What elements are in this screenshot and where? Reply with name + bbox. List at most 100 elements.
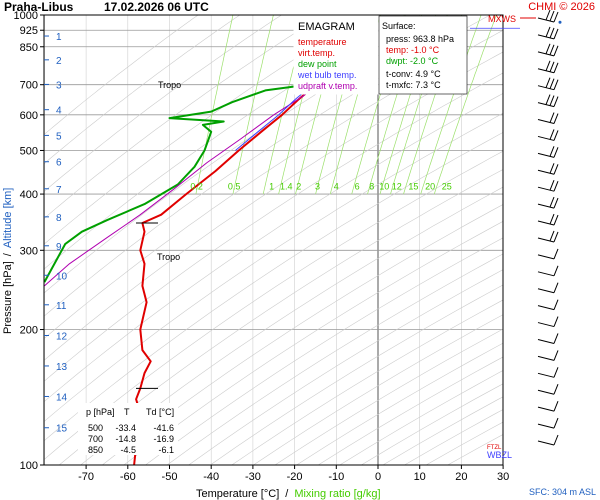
tropopause-label-upper: Tropo — [158, 80, 181, 90]
table-cell: -4.5 — [120, 445, 136, 455]
altitude-tick-label: 14 — [56, 392, 68, 403]
wind-barb — [537, 417, 559, 429]
axes-layer — [43, 14, 504, 466]
table-cell: -14.8 — [115, 434, 136, 444]
y-axis-label: Pressure [hPa]/Altitude [km] — [2, 188, 14, 334]
altitude-tick-label: 2 — [56, 56, 62, 67]
mixing-ratio-label: 1 — [269, 182, 274, 192]
table-cell: -6.1 — [158, 445, 174, 455]
table-header-td: Td [°C] — [146, 407, 174, 417]
wind-barb — [537, 248, 559, 260]
dry-adiabat — [102, 204, 503, 465]
wbzl-label: WBZL — [487, 450, 512, 460]
dry-adiabat — [123, 221, 503, 465]
wind-barb — [537, 333, 559, 344]
wind-barb — [537, 384, 559, 395]
surface-title: Surface: — [382, 21, 416, 31]
dry-adiabat — [44, 93, 503, 403]
wind-barb — [537, 146, 559, 158]
dry-adiabat — [44, 29, 503, 340]
table-header-p: p [hPa] — [86, 407, 115, 417]
mixing-ratio-label: 2 — [296, 182, 301, 192]
dry-adiabat — [188, 269, 503, 465]
mixing-ratio-label: 1.4 — [280, 182, 293, 192]
legend-title: EMAGRAM — [298, 21, 355, 33]
y-tick-label: 400 — [20, 189, 38, 201]
mixing-ratio-label: 15 — [408, 182, 418, 192]
altitude-tick-label: 4 — [56, 106, 62, 117]
y-tick-label: 600 — [20, 110, 38, 122]
x-tick-label: -30 — [245, 471, 261, 483]
table-cell: 700 — [88, 434, 103, 444]
table-cell: -33.4 — [115, 423, 136, 433]
table-cell: 850 — [88, 445, 103, 455]
wind-barb — [537, 26, 559, 40]
dry-adiabat — [44, 132, 503, 442]
dry-adiabat — [44, 15, 240, 165]
legend-box: EMAGRAM temperature virt.temp. dew point… — [293, 15, 379, 95]
mixing-ratio-label: 8 — [369, 182, 374, 192]
y-tick-label: 500 — [20, 145, 38, 157]
wind-barb — [537, 94, 559, 108]
wind-barb — [537, 299, 559, 311]
dry-adiabat — [59, 169, 503, 465]
altitude-tick-label: 7 — [56, 185, 62, 196]
y-tick-label: 200 — [20, 325, 38, 337]
dry-adiabat — [145, 237, 503, 465]
mixing-ratio-label: 25 — [442, 182, 452, 192]
altitude-tick-label: 8 — [56, 213, 62, 224]
table-cell: -41.6 — [153, 423, 174, 433]
sounding-datetime: 17.02.2026 06 UTC — [104, 0, 209, 14]
wind-barb — [537, 196, 559, 209]
mixing-ratio-line — [232, 15, 274, 195]
mixing-ratio-label: 0.5 — [228, 182, 241, 192]
dry-adiabat — [44, 51, 503, 361]
ftzl-label: FTZL — [487, 445, 502, 451]
wind-barb — [537, 9, 559, 23]
wind-barb — [537, 129, 559, 141]
dry-adiabat — [44, 150, 503, 460]
table-cell: -16.9 — [153, 434, 174, 444]
copyright: CHMI © 2026 — [528, 1, 595, 13]
dry-adiabat — [210, 284, 503, 465]
x-tick-label: -70 — [78, 471, 94, 483]
wind-barbs — [470, 9, 562, 446]
x-tick-label: -20 — [287, 471, 303, 483]
mixing-ratio-label: 0.2 — [190, 182, 203, 192]
sfc-elevation: SFC: 304 m ASL — [529, 487, 596, 497]
x-tick-label: -60 — [120, 471, 136, 483]
altitude-tick-label: 3 — [56, 80, 62, 91]
wind-barb — [537, 230, 559, 243]
wind-barb — [537, 43, 559, 57]
wind-barb — [537, 316, 559, 328]
legend-item-wet-bulb: wet bulb temp. — [297, 70, 357, 80]
wind-barb — [537, 350, 559, 361]
x-tick-label: -40 — [203, 471, 219, 483]
tick-labels: -70 -60 -50 -40 -30 -20 -10 0 10 20 30 100 200 300 400… — [14, 10, 510, 483]
wind-barb — [537, 265, 559, 277]
altitude-tick-label: 9 — [56, 242, 62, 253]
legend-item-temperature: temperature — [298, 37, 347, 47]
altitude-tick-label: 11 — [56, 301, 67, 312]
x-tick-label: 20 — [455, 471, 467, 483]
x-tick-label: -10 — [328, 471, 344, 483]
wind-barb — [537, 77, 559, 91]
station-name: Praha-Libus — [4, 0, 74, 14]
legend-item-updraft: udpraft v.temp. — [298, 81, 357, 91]
level-table: p [hPa] T Td [°C] 500 -33.4 -41.6 700 -1… — [78, 403, 178, 455]
wind-barb — [537, 282, 559, 294]
y-tick-label: 850 — [20, 42, 38, 54]
dry-adiabat — [44, 112, 503, 422]
wind-barb — [537, 60, 559, 74]
y-tick-label: 300 — [20, 245, 38, 257]
surface-temp: temp: -1.0 °C — [386, 45, 440, 55]
altitude-tick-label: 5 — [56, 131, 62, 142]
wind-barb — [537, 163, 559, 175]
altitude-tick-label: 13 — [56, 362, 68, 373]
y-tick-label: 925 — [20, 25, 38, 37]
wind-barb — [537, 112, 559, 125]
wind-barb — [537, 180, 559, 192]
surface-tconv: t-conv: 4.9 °C — [386, 69, 441, 79]
